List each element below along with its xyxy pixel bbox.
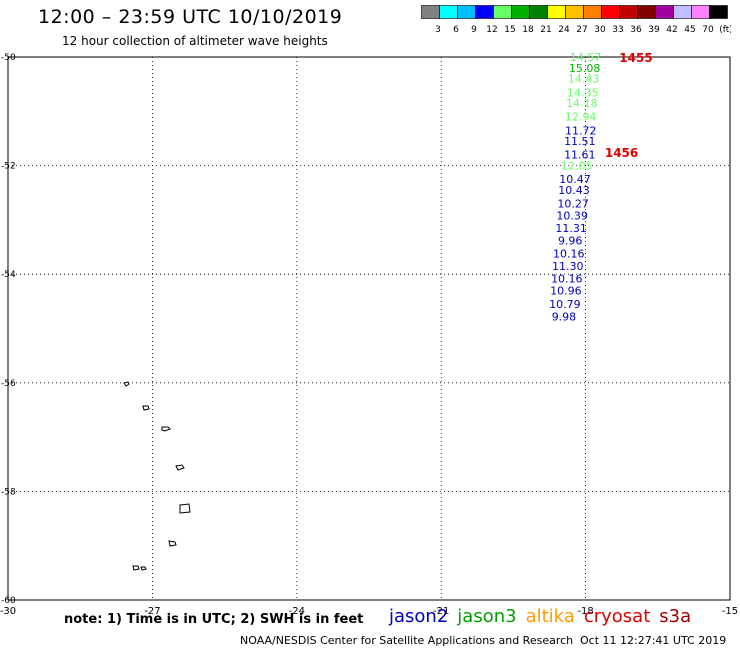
wave-height-value: 15.08 xyxy=(569,62,601,75)
wave-height-value: 10.27 xyxy=(557,198,589,211)
longitude-label: -30 xyxy=(0,606,16,617)
wave-height-value: 10.43 xyxy=(558,184,590,197)
footer-date: Oct 11 12:27:41 UTC 2019 xyxy=(580,634,727,647)
color-scale-label: 18 xyxy=(522,25,534,35)
wave-height-value: 10.79 xyxy=(549,298,581,311)
pass-time-label: 1455 xyxy=(619,51,652,65)
latitude-label: -56 xyxy=(1,379,16,389)
longitude-label: -21 xyxy=(433,606,449,617)
island-outline xyxy=(132,565,140,571)
footer-credit: NOAA/NESDIS Center for Satellite Applica… xyxy=(240,634,574,647)
satellite-legend-item: cryosat xyxy=(583,606,651,627)
longitude-label: -18 xyxy=(577,606,593,617)
color-scale-label: 27 xyxy=(576,25,587,35)
color-scale-label: (ft) xyxy=(719,25,731,35)
island-outline xyxy=(168,540,177,547)
satellite-legend-item: s3a xyxy=(659,606,692,627)
wave-height-value: 11.61 xyxy=(564,149,596,162)
latitude-label: -60 xyxy=(1,596,16,606)
color-scale-label: 12 xyxy=(486,25,497,35)
longitude-label: -15 xyxy=(722,606,738,617)
color-swatch xyxy=(709,5,728,19)
satellite-legend: jason2 jason3 altika cryosat s3a xyxy=(389,606,700,627)
color-scale-label: 39 xyxy=(648,25,660,35)
wave-height-value: 10.16 xyxy=(553,248,585,261)
wave-height-value: 10.39 xyxy=(556,210,588,223)
color-scale-label: 6 xyxy=(453,25,459,35)
latitude-label: -54 xyxy=(1,270,16,280)
wave-height-value: 12.05 xyxy=(561,160,593,173)
island-outline xyxy=(123,381,130,387)
satellite-legend-item: jason2 xyxy=(389,606,449,627)
island-outline xyxy=(142,405,150,411)
wave-height-value: 11.72 xyxy=(565,124,597,137)
wave-height-value: 12.94 xyxy=(565,111,597,124)
island-outline xyxy=(140,566,147,571)
wave-height-value: 14.57 xyxy=(570,51,602,64)
map-title: 12:00 – 23:59 UTC 10/10/2019 xyxy=(38,6,343,28)
color-scale-label: 9 xyxy=(471,25,477,35)
wave-height-value: 11.51 xyxy=(564,135,596,148)
color-scale-label: 70 xyxy=(702,25,714,35)
island-outline xyxy=(179,503,191,514)
color-scale-label: 42 xyxy=(666,25,677,35)
island-outline xyxy=(175,464,185,471)
color-scale-label: 30 xyxy=(594,25,606,35)
wave-height-value: 10.47 xyxy=(559,173,591,186)
wave-height-value: 11.31 xyxy=(555,222,587,235)
latitude-label: -50 xyxy=(1,53,16,63)
pass-time-label: 1456 xyxy=(605,146,638,160)
latitude-label: -58 xyxy=(1,487,16,497)
longitude-label: -24 xyxy=(289,606,305,617)
map-frame xyxy=(7,56,731,601)
color-scale-label: 21 xyxy=(540,25,551,35)
color-scale-label: 24 xyxy=(558,25,570,35)
map-subtitle: 12 hour collection of altimeter wave hei… xyxy=(62,34,328,48)
color-scale-label: 33 xyxy=(612,25,623,35)
wave-height-value: 9.98 xyxy=(552,311,577,324)
color-scale-label: 3 xyxy=(435,25,441,35)
color-scale-label: 15 xyxy=(504,25,515,35)
wave-height-value: 14.35 xyxy=(567,86,599,99)
satellite-legend-item: jason3 xyxy=(457,606,517,627)
map-note: note: 1) Time is in UTC; 2) SWH is in fe… xyxy=(64,612,364,627)
wave-height-value: 11.30 xyxy=(552,260,584,273)
wave-height-value: 14.43 xyxy=(568,73,600,86)
wave-height-value: 9.96 xyxy=(558,235,583,248)
color-scale-label: 45 xyxy=(684,25,695,35)
satellite-legend-item: altika xyxy=(525,606,575,627)
wave-height-value: 10.96 xyxy=(550,284,582,297)
wave-height-value: 10.16 xyxy=(551,273,583,286)
longitude-label: -27 xyxy=(144,606,160,617)
color-scale-label: 36 xyxy=(630,25,642,35)
latitude-label: -52 xyxy=(1,162,16,172)
island-outline xyxy=(161,426,171,432)
wave-height-value: 14.18 xyxy=(566,97,598,110)
